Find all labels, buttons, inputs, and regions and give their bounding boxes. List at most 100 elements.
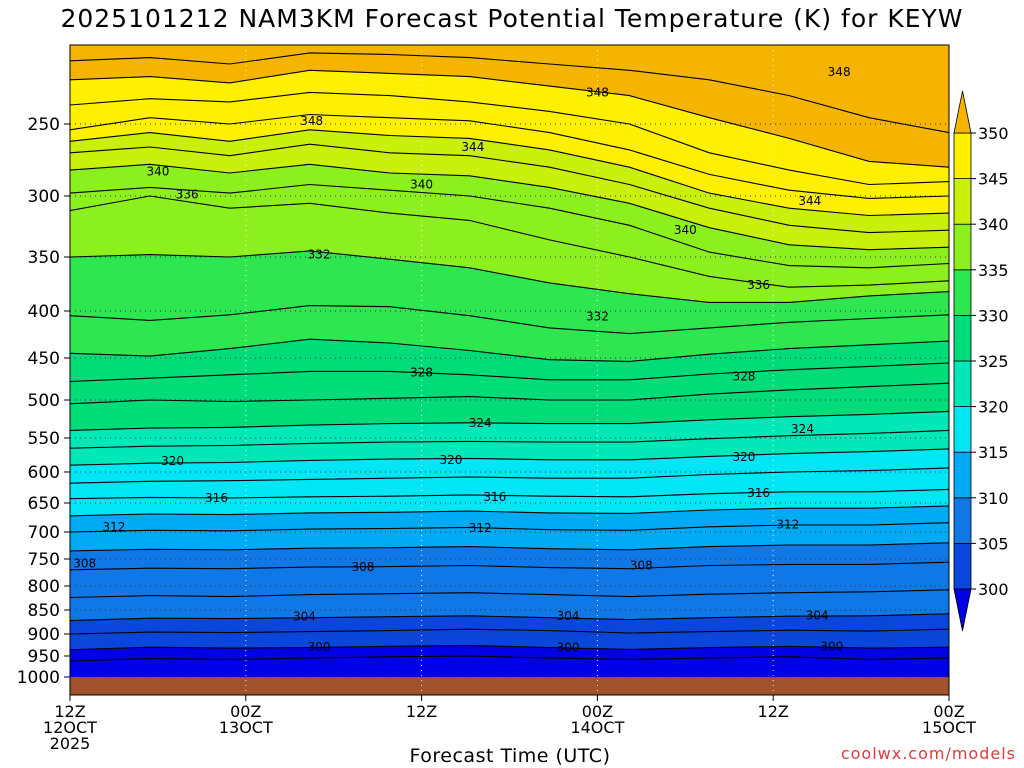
contour-label-312: 312	[776, 517, 799, 531]
contour-label-304: 304	[293, 610, 316, 624]
contour-label-312: 312	[469, 521, 492, 535]
band-304	[70, 589, 949, 621]
contour-label-332: 332	[586, 310, 609, 324]
contour-label-324: 324	[791, 422, 814, 436]
colorbar-label: 350	[978, 124, 1009, 143]
band-346	[70, 92, 949, 199]
grid-lines	[70, 45, 949, 695]
contour-350	[70, 69, 949, 168]
contour-label-348: 348	[828, 65, 851, 79]
contour-label-348: 348	[300, 114, 323, 128]
colorbar-swatch-300	[953, 543, 972, 590]
colorbar-swatch-330	[953, 269, 972, 316]
contour-label-300: 300	[557, 641, 580, 655]
contour-326	[70, 382, 949, 405]
contour-344	[70, 129, 949, 217]
x-tick-label: 12OCT	[43, 718, 97, 737]
x-tick-label: 00Z	[230, 702, 261, 721]
band-312	[70, 505, 949, 532]
contour-label-336: 336	[747, 278, 770, 292]
contour-label-320: 320	[439, 453, 462, 467]
y-tick-label: 500	[28, 391, 60, 411]
contour-label-300: 300	[308, 640, 331, 654]
contour-302	[70, 628, 949, 635]
contour-308	[70, 561, 949, 571]
colorbar-swatch-340	[953, 178, 972, 225]
contour-label-308: 308	[630, 558, 653, 572]
band-340	[70, 144, 949, 250]
colorbar-under-arrow	[953, 588, 972, 632]
band-306	[70, 562, 949, 598]
contour-312	[70, 522, 949, 533]
contour-label-340: 340	[146, 165, 169, 179]
contour-342	[70, 143, 949, 234]
contour-334	[70, 250, 949, 303]
y-tick-label: 300	[28, 187, 60, 207]
y-tick-label: 950	[28, 647, 60, 667]
band-342	[70, 129, 949, 233]
colorbar-swatch-315	[953, 406, 972, 453]
contour-label-336: 336	[176, 188, 199, 202]
contour-label-316: 316	[205, 491, 228, 505]
contour-318	[70, 467, 949, 484]
contour-352	[70, 52, 949, 134]
colorbar-label: 325	[978, 352, 1009, 371]
colorbar-swatch-310	[953, 451, 972, 499]
band-302	[70, 613, 949, 634]
y-tick-label: 650	[28, 494, 60, 514]
colorbar-label: 335	[978, 261, 1009, 280]
contour-336	[70, 195, 949, 288]
contour-314	[70, 505, 949, 517]
y-tick-label: 800	[28, 577, 60, 597]
band-316	[70, 467, 949, 499]
filled-contours	[70, 45, 949, 695]
contour-label-340: 340	[674, 223, 697, 237]
contour-304	[70, 613, 949, 622]
colorbar-swatch-345	[953, 132, 972, 179]
contour-300	[70, 644, 949, 651]
contour-338	[70, 183, 949, 269]
band-330	[70, 305, 949, 362]
contour-330	[70, 338, 949, 362]
colorbar-over-arrow	[953, 90, 972, 134]
plot-frame	[69, 44, 950, 696]
colorbar-swatch-320	[953, 360, 972, 407]
contour-label-328: 328	[732, 369, 755, 383]
contour-label-316: 316	[747, 486, 770, 500]
contour-label-344: 344	[461, 140, 484, 154]
band-318	[70, 448, 949, 484]
band-338	[70, 164, 949, 268]
contour-306	[70, 589, 949, 599]
y-tick-label: 900	[28, 625, 60, 645]
y-tick-label: 1000	[17, 668, 60, 688]
band-352	[70, 45, 949, 133]
contour-label-320: 320	[732, 450, 755, 464]
ground-band	[70, 677, 949, 695]
contour-332	[70, 305, 949, 335]
y-tick-label: 350	[28, 248, 60, 268]
colorbar-label: 320	[978, 398, 1009, 417]
contour-340	[70, 163, 949, 251]
band-332	[70, 250, 949, 334]
band-308	[70, 542, 949, 570]
contour-label-324: 324	[469, 416, 492, 430]
contour-316	[70, 488, 949, 500]
band-348	[70, 70, 949, 185]
contour-label-312: 312	[102, 520, 125, 534]
colorbar-label: 340	[978, 215, 1009, 234]
band-300	[70, 629, 949, 650]
band-344	[70, 114, 949, 216]
contour-328	[70, 362, 949, 383]
y-tick-label: 550	[28, 429, 60, 449]
contour-346	[70, 113, 949, 199]
contour-320	[70, 448, 949, 466]
band-320	[70, 430, 949, 466]
x-tick-label: 13OCT	[219, 718, 273, 737]
band-328	[70, 339, 949, 382]
contour-label-300: 300	[820, 639, 843, 653]
band-322	[70, 411, 949, 449]
x-tick-label: 12Z	[406, 702, 437, 721]
y-tick-label: 400	[28, 302, 60, 322]
band-296	[70, 656, 949, 679]
